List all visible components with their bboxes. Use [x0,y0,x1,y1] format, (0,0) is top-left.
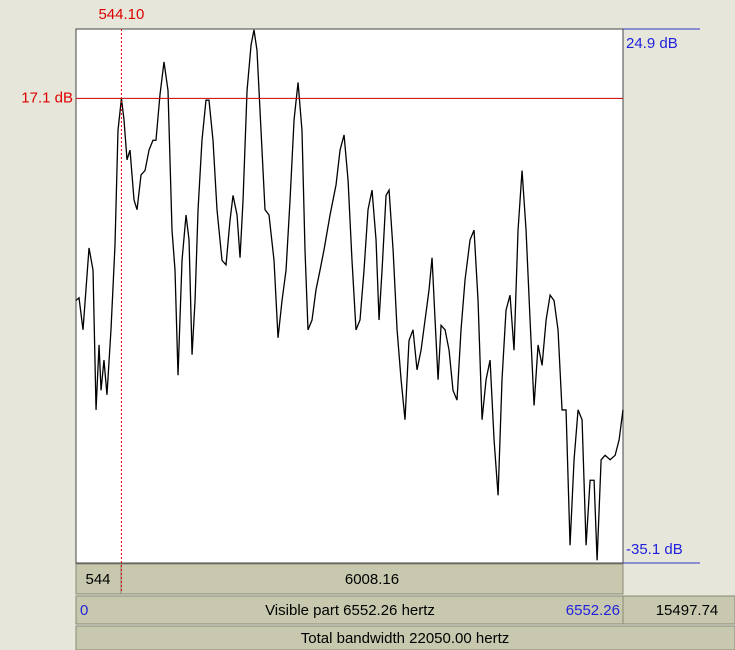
total-text: Total bandwidth 22050.00 hertz [301,630,509,647]
spectrum-line [75,29,624,561]
total-cell[interactable] [75,625,735,650]
right-remainder-text: 15497.74 [656,602,719,619]
visible-cell[interactable] [75,595,624,625]
cursor-x-label: 544.10 [98,6,144,23]
cursor-right-text: 6008.16 [345,571,399,588]
right-remainder-cell[interactable] [622,595,735,625]
x-tick-label: 6552.26 [566,602,620,619]
y-tick-label: 24.9 dB [626,35,678,52]
visible-text: Visible part 6552.26 hertz [265,602,435,619]
cursor-y-label: 17.1 dB [21,89,73,106]
x-tick-label: 0 [80,602,88,619]
y-tick-label: -35.1 dB [626,541,683,558]
plot-area [75,28,624,564]
cursor-left-text: 544 [85,571,110,588]
cursor-right-cell[interactable] [120,563,624,595]
cursor-left-cell[interactable] [75,563,122,595]
